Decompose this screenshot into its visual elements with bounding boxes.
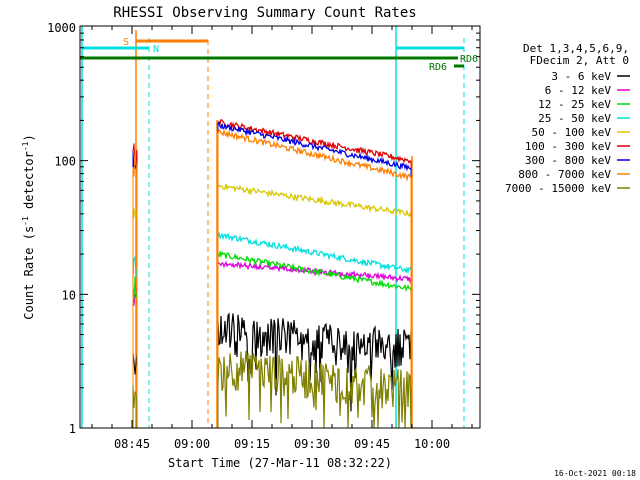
flag-label-rd6: RD6 [460,54,478,65]
x-tick-label: 09:30 [294,437,330,451]
x-tick-label: 09:15 [234,437,270,451]
footer-timestamp: 16-Oct-2021 00:18 [554,469,636,478]
chart-title: RHESSI Observing Summary Count Rates [113,5,416,21]
legend-header-line1: Det 1,3,4,5,6,9, [523,42,629,55]
y-axis-label-sup2: -1 [21,141,30,151]
series-line-main [217,119,412,164]
legend: Det 1,3,4,5,6,9, FDecim 2, Att 0 3 - 6 k… [505,42,630,195]
series-line-main [217,128,412,182]
legend-entry-label: 50 - 100 keV [532,126,612,139]
y-tick-label: 100 [54,155,76,169]
series-7000-15000-kev [132,350,412,429]
y-axis-label-rest: detector [22,151,36,216]
legend-entry-label: 7000 - 15000 keV [505,182,611,195]
flag-label-n: N [153,44,159,55]
y-axis-label-close: ) [22,134,36,141]
plot-frame [79,25,481,429]
series-line-main [217,184,412,218]
series-line-main [217,232,412,275]
y-axis-label-main: Count Rate (s [22,226,36,320]
legend-header-line2: FDecim 2, Att 0 [530,54,629,67]
legend-entry-label: 100 - 300 keV [525,140,611,153]
series-line-main [217,350,412,429]
plot-area: S N RD6 RD6 [80,26,478,429]
x-tick-label: 10:00 [414,437,450,451]
legend-entry-label: 3 - 6 keV [551,70,611,83]
x-tick-label: 08:45 [114,437,150,451]
x-tick-label: 09:45 [354,437,390,451]
flag-label-s: S [123,37,129,48]
y-tick-label: 10 [62,288,76,302]
flag-label-rd6: RD6 [429,62,447,73]
x-axis-label: Start Time (27-Mar-11 08:32:22) [168,456,392,470]
series-line-main [217,250,412,293]
series-line-spike [132,153,138,428]
y-tick-label: 1000 [47,21,76,35]
legend-entry-label: 800 - 7000 keV [518,168,611,181]
legend-entry-label: 6 - 12 keV [545,84,612,97]
series-6-12-kev [132,260,412,428]
y-tick-label: 1 [69,422,76,436]
series-line-main [217,120,412,172]
series-line-spike [132,385,138,428]
series-line-main [217,260,412,284]
y-axis-label: Count Rate (s-1 detector-1) [21,134,36,319]
series-800-7000-kev [132,128,412,428]
y-axis-label-sup: -1 [21,216,30,226]
legend-entry-label: 12 - 25 keV [538,98,611,111]
axis-ticks: 1 10 100 1000 08:45 09:00 09:15 09:30 09:45 10:00 [47,21,480,451]
legend-entry-label: 300 - 800 keV [525,154,611,167]
legend-entry-label: 25 - 50 keV [538,112,611,125]
x-tick-label: 09:00 [174,437,210,451]
